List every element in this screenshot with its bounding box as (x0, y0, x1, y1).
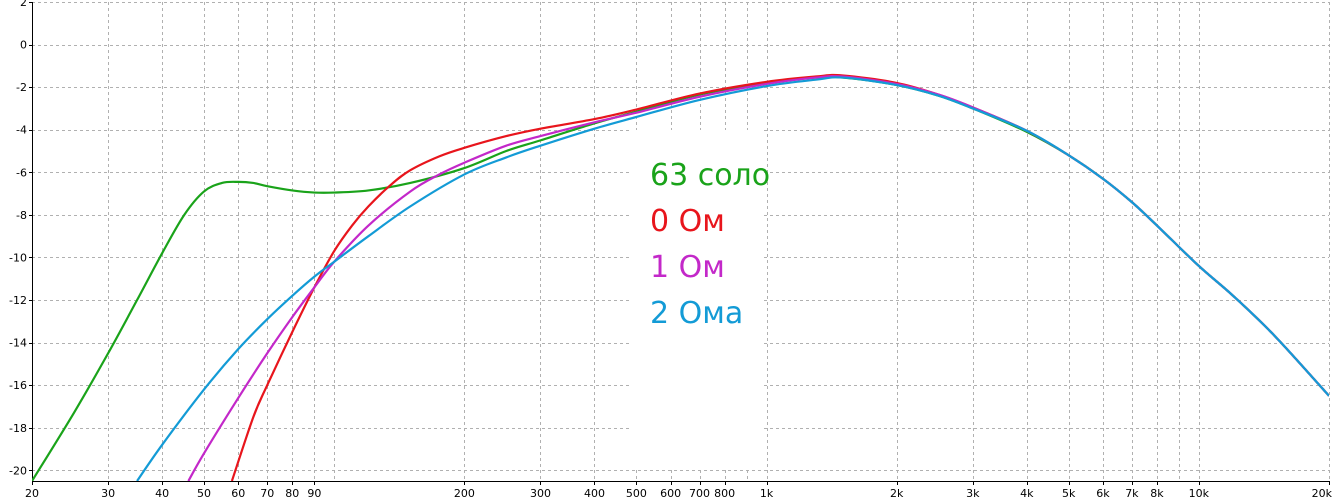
x-tick-label: 800 (714, 487, 735, 500)
x-tick-label: 3k (966, 487, 980, 500)
x-tick-label: 5k (1062, 487, 1076, 500)
axes (29, 2, 1330, 485)
legend-box (632, 130, 764, 470)
x-tick-label: 30 (101, 487, 115, 500)
x-tick-label: 20 (25, 487, 39, 500)
x-tick-label: 10k (1189, 487, 1210, 500)
x-tick-label: 200 (454, 487, 475, 500)
y-tick-label: -4 (16, 124, 27, 137)
legend-entry-3: 2 Ома (650, 296, 743, 331)
legend-entry-0: 63 соло (650, 158, 770, 193)
x-tick-label: 7k (1125, 487, 1139, 500)
x-tick-label: 600 (660, 487, 681, 500)
x-tick-label: 400 (584, 487, 605, 500)
legend-background (632, 130, 764, 470)
x-tick-label: 50 (197, 487, 211, 500)
y-tick-label: 2 (20, 0, 27, 9)
legend: 63 соло 0 Ом 1 Ом 2 Ома (650, 158, 770, 331)
y-tick-label: -2 (16, 81, 27, 94)
y-tick-label: -10 (9, 251, 27, 264)
series-line-3 (136, 76, 1329, 481)
x-tick-label: 1k (760, 487, 774, 500)
series-group (32, 73, 1329, 481)
x-tick-label: 40 (155, 487, 169, 500)
x-tick-label: 80 (285, 487, 299, 500)
x-tick-label: 500 (626, 487, 647, 500)
x-tick-label: 4k (1020, 487, 1034, 500)
x-tick-label: 70 (260, 487, 274, 500)
legend-entry-2: 1 Ом (650, 250, 725, 285)
x-tick-label: 90 (307, 487, 321, 500)
x-tick-label: 20k (1312, 487, 1333, 500)
x-tick-label: 700 (689, 487, 710, 500)
x-tick-label: 6k (1096, 487, 1110, 500)
y-tick-label: -14 (9, 337, 27, 350)
legend-entry-1: 0 Ом (650, 204, 725, 239)
x-tick-label: 300 (530, 487, 551, 500)
y-tick-label: -6 (16, 166, 27, 179)
y-tick-label: -18 (9, 422, 27, 435)
y-tick-label: 0 (20, 39, 27, 52)
x-tick-label: 8k (1150, 487, 1164, 500)
x-tick-label: 60 (231, 487, 245, 500)
y-tick-label: -12 (9, 294, 27, 307)
x-tick-label: 2k (890, 487, 904, 500)
y-tick-label: -20 (9, 464, 27, 477)
y-tick-label: -16 (9, 379, 27, 392)
y-tick-label: -8 (16, 209, 27, 222)
